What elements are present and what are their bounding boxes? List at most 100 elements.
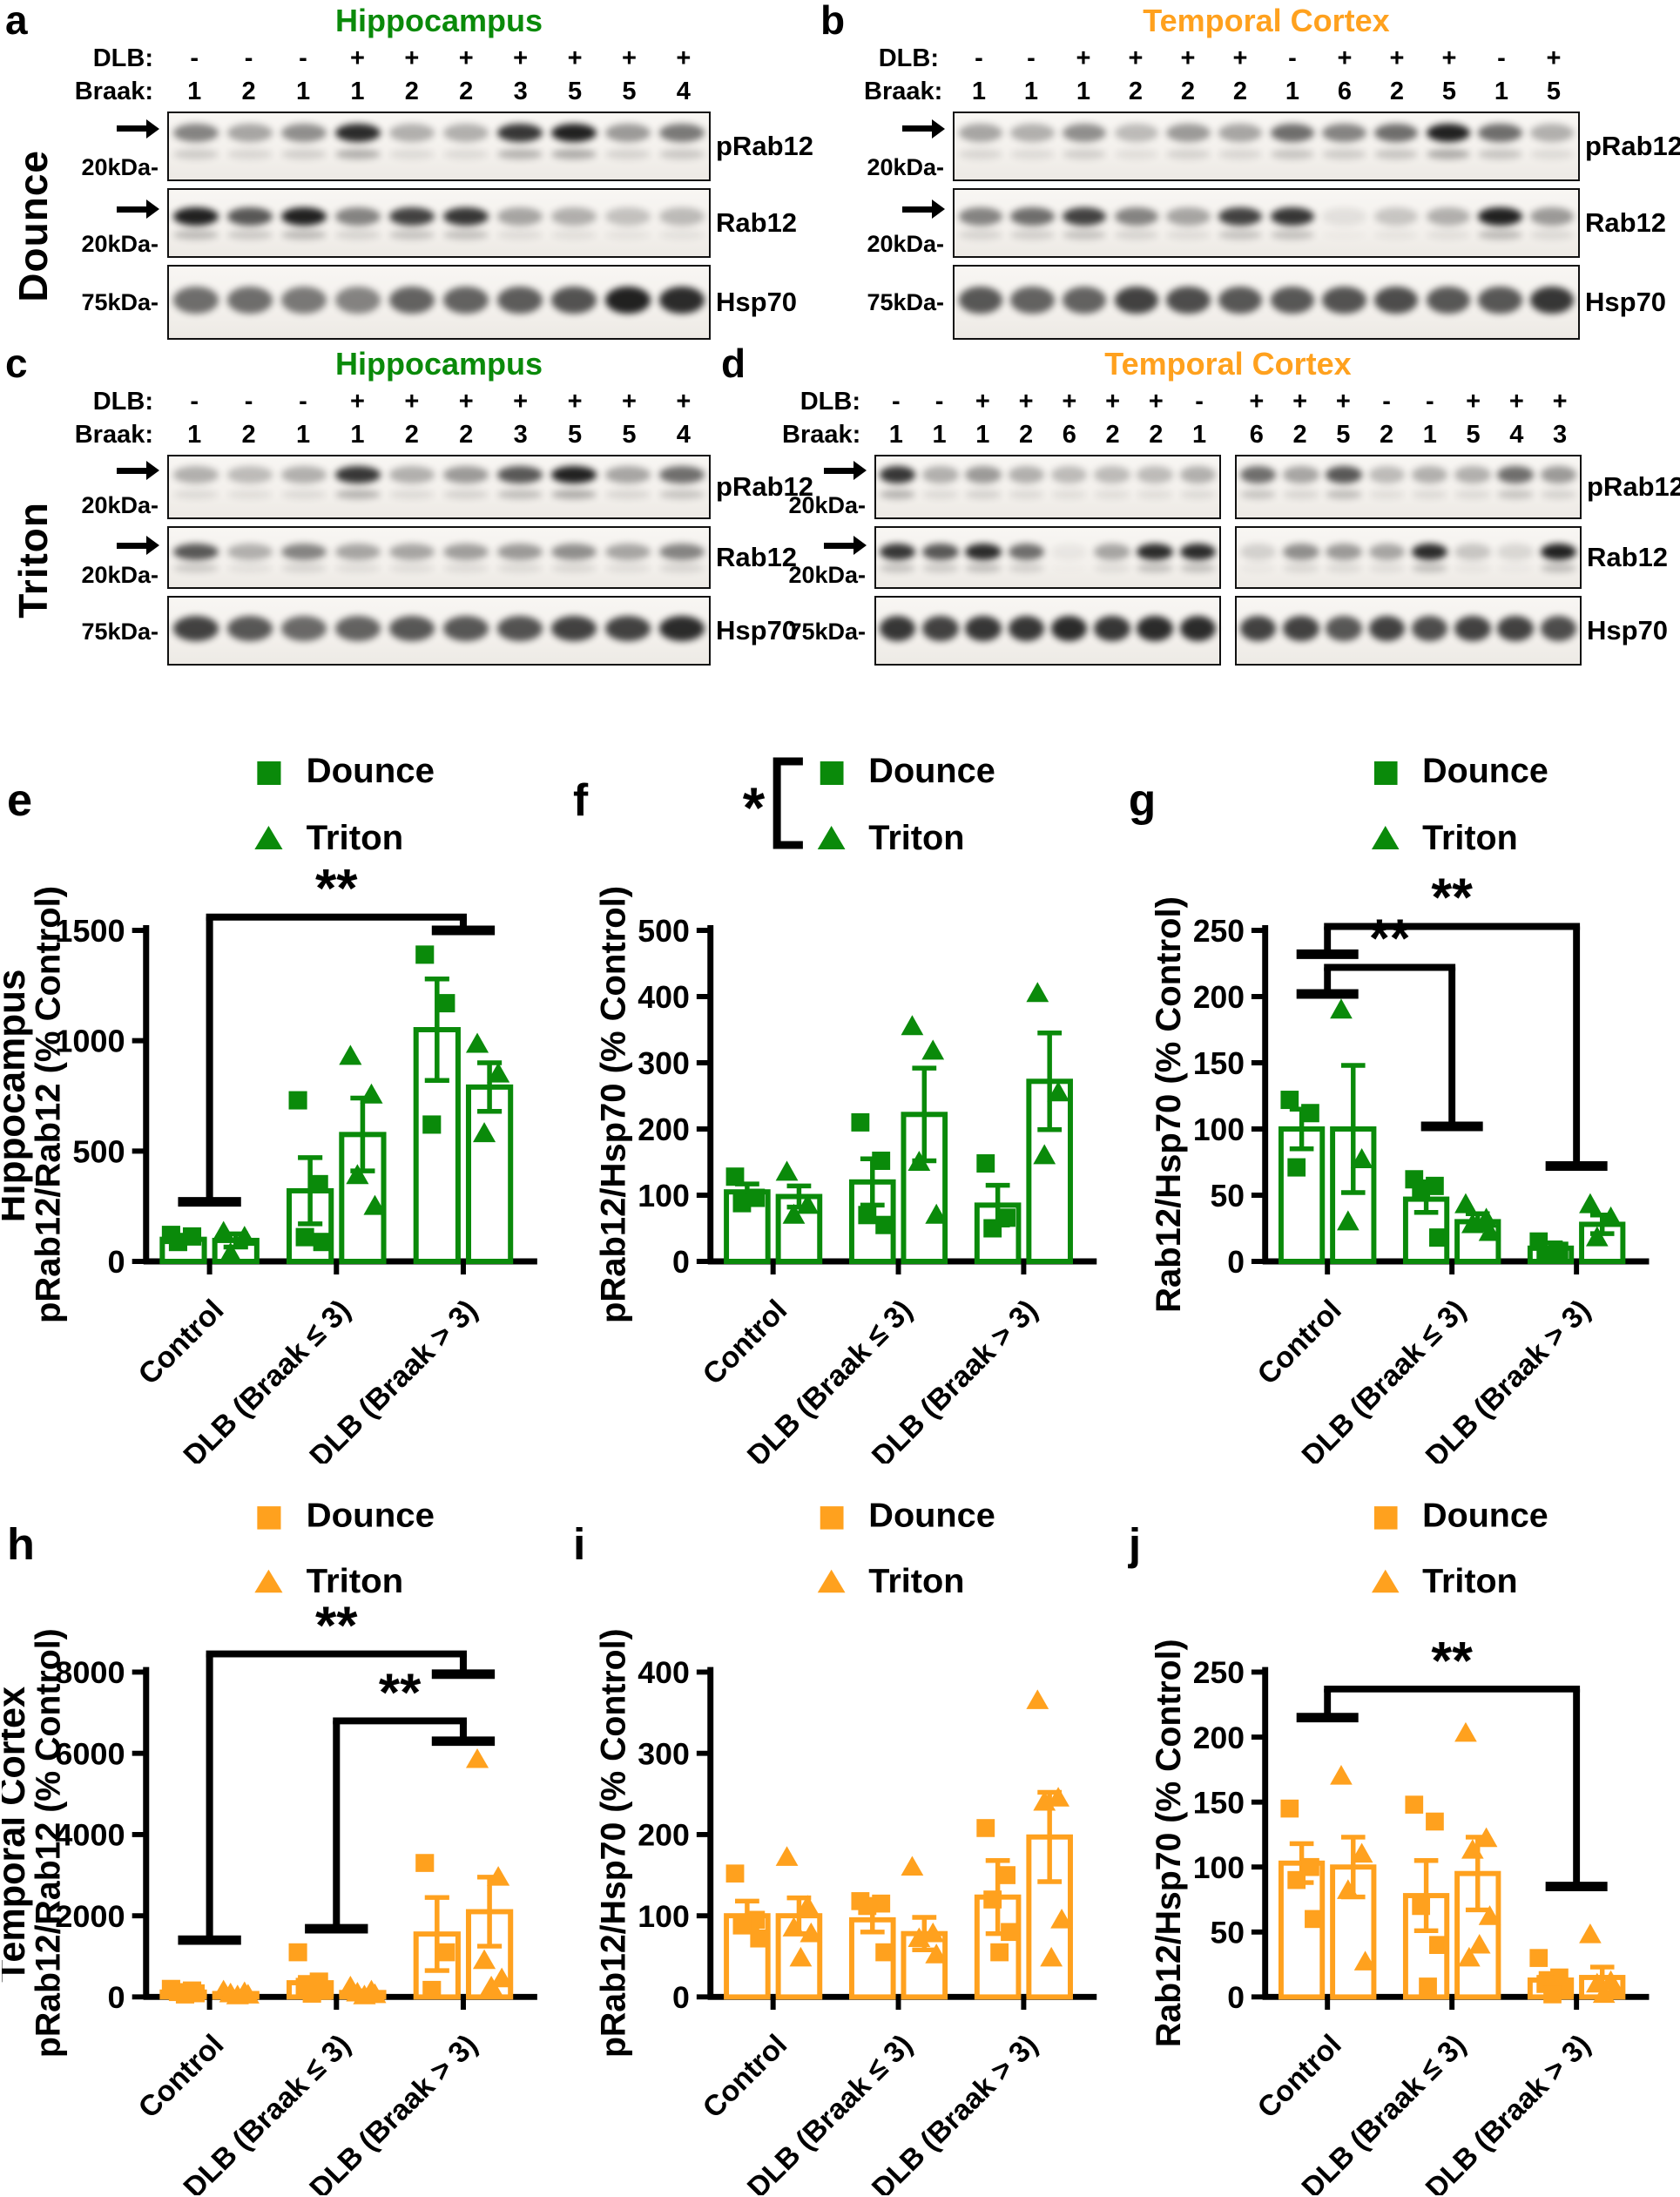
protein-band-faint: [1374, 149, 1419, 160]
data-point-square: [1405, 1795, 1424, 1814]
protein-band-faint: [550, 229, 597, 240]
braak-value: 6: [1062, 421, 1076, 449]
y-tick-label: 500: [638, 914, 690, 949]
protein-band: [388, 206, 435, 226]
blot-lane: [385, 598, 439, 664]
y-tick-label: 0: [108, 1244, 125, 1280]
data-point-triangle: [782, 1203, 806, 1224]
chart-i-svg: i Dounce Triton pRab12/Hsp70 (% Control) 0 10…: [573, 1497, 1097, 2195]
protein-band-faint: [1368, 489, 1406, 499]
protein-band: [1454, 543, 1491, 560]
data-point-square: [436, 994, 455, 1013]
braak-value: 1: [350, 421, 365, 449]
protein-band: [958, 206, 1002, 226]
panel-letter-e: e: [7, 775, 32, 826]
data-point-square: [422, 1115, 442, 1134]
blot-lane: [493, 267, 547, 338]
protein-band-faint: [1540, 489, 1577, 499]
y-tick-label: 200: [1193, 1720, 1245, 1755]
data-point-square: [997, 1208, 1015, 1227]
y-axis-label: Rab12/Hsp70 (% Control): [1150, 1639, 1188, 2047]
braak-value: 5: [622, 421, 637, 449]
protein-band-faint: [1540, 563, 1577, 572]
data-point-triangle: [1599, 1206, 1623, 1227]
kda-marker: 20kDa-: [867, 154, 944, 180]
protein-band-faint: [1411, 563, 1448, 572]
blot-lane: [1266, 113, 1319, 179]
data-point-square: [295, 1227, 314, 1247]
blot-gap: [1221, 596, 1235, 666]
y-tick-label: 500: [72, 1133, 125, 1169]
data-point-triangle: [1033, 1790, 1056, 1811]
blot-lane: [1110, 113, 1163, 179]
data-point-triangle: [353, 1984, 376, 2004]
blot-lane: [439, 528, 493, 587]
kda-marker: 20kDa-: [867, 231, 944, 257]
blot-lane: [385, 456, 439, 517]
y-tick-label: 8000: [55, 1656, 125, 1691]
blot-lane: [1005, 528, 1048, 587]
data-point-square: [1419, 1977, 1437, 1996]
protein-band-faint: [388, 489, 435, 499]
data-point-square: [997, 1866, 1015, 1884]
blot-lane: [1134, 528, 1177, 587]
legend-significance-bracket: [773, 757, 803, 849]
dlb-values: - - - + + + + + + +: [167, 45, 711, 71]
dlb-label: DLB:: [92, 388, 153, 416]
blot-lane: [655, 456, 709, 517]
protein-band: [1326, 616, 1362, 642]
protein-band: [1326, 543, 1362, 560]
x-category-label: Control: [697, 2029, 793, 2125]
data-point-square: [1543, 1985, 1562, 2004]
protein-band-faint: [658, 149, 705, 160]
data-point-square: [415, 945, 435, 964]
blot-lane: [385, 113, 439, 179]
dlb-value: +: [1546, 44, 1562, 72]
protein-band-faint: [1094, 489, 1130, 499]
protein-band: [1179, 543, 1217, 560]
blot-lane: [331, 267, 385, 338]
data-point-triangle: [1026, 1689, 1049, 1709]
protein-band: [1540, 466, 1577, 483]
braak-values: 1 2 1 1 2 2 3 5 5 4: [167, 78, 711, 105]
blot-film: [167, 112, 711, 181]
braak-value: 1: [971, 78, 987, 105]
dlb-label: DLB:: [92, 44, 153, 72]
legend-label-triton: Triton: [1422, 1562, 1518, 1600]
dlb-value: -: [1426, 388, 1434, 416]
data-point-triangle: [473, 1122, 496, 1143]
protein-band-faint: [1426, 229, 1470, 240]
protein-band-faint: [1326, 563, 1362, 572]
blot-lane: [1214, 267, 1266, 338]
legend-label-dounce: Dounce: [1422, 1497, 1548, 1535]
protein-band-faint: [280, 489, 327, 499]
blot-lane: [331, 598, 385, 664]
data-point-triangle: [901, 1856, 924, 1876]
blot-lane: [1134, 456, 1177, 517]
protein-band: [280, 466, 327, 483]
protein-band: [1239, 543, 1277, 560]
blot-lane: [547, 190, 601, 256]
braak-value: 1: [295, 421, 311, 449]
blot-lane: [493, 190, 547, 256]
dlb-value: -: [190, 388, 199, 416]
protein-band-faint: [1008, 563, 1045, 572]
marker-cell: 20kDa-: [864, 112, 948, 181]
blot-film: [1235, 526, 1582, 589]
dlb-value: -: [299, 44, 307, 72]
blot-lane: [655, 267, 709, 338]
blot-lane: [962, 456, 1005, 517]
protein-band-faint: [1530, 149, 1575, 160]
y-tick-label: 150: [1193, 1785, 1245, 1820]
blot-lane: [1526, 190, 1578, 256]
dlb-value: -: [934, 388, 944, 416]
y-tick-label: 2000: [55, 1899, 125, 1934]
y-tick-label: 4000: [55, 1818, 125, 1853]
protein-band: [1368, 543, 1406, 560]
data-point-triangle: [782, 1916, 806, 1937]
blot-lane: [1048, 528, 1090, 587]
legend-label-dounce: Dounce: [868, 1497, 995, 1535]
protein-band: [1530, 206, 1575, 226]
data-point-triangle: [921, 1922, 945, 1943]
